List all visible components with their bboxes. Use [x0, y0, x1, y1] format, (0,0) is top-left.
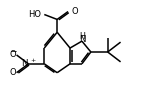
Text: O: O	[9, 68, 16, 77]
Text: N: N	[79, 35, 86, 44]
Text: H: H	[80, 32, 86, 41]
Text: +: +	[31, 58, 36, 63]
Text: −: −	[9, 47, 16, 56]
Text: O: O	[9, 50, 16, 59]
Text: HO: HO	[28, 9, 41, 18]
Text: O: O	[71, 7, 78, 16]
Text: N: N	[21, 59, 27, 68]
